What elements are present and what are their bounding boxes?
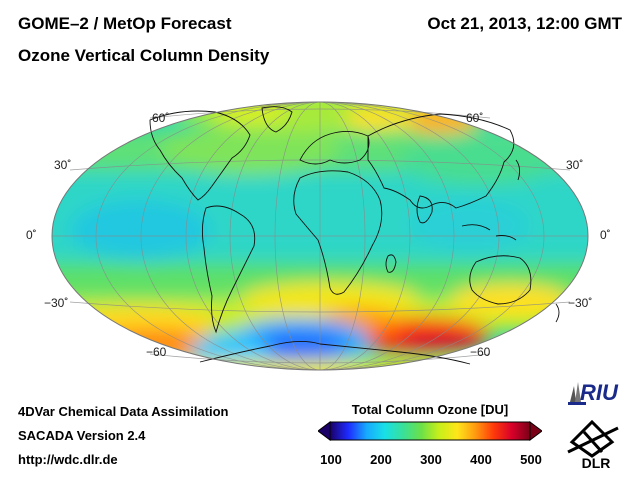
colorbar [318, 421, 542, 441]
colorbar-tick-100: 100 [320, 452, 342, 467]
forecast-date: Oct 21, 2013, 12:00 GMT [427, 14, 622, 33]
source-url[interactable]: http://wdc.dlr.de [18, 452, 118, 467]
map-subtitle: Ozone Vertical Column Density [18, 46, 270, 65]
lat-label-right-0: 0˚ [600, 228, 611, 242]
lat-label-left-minus60: −60 [146, 345, 167, 359]
lat-label-left-0: 0˚ [26, 228, 37, 242]
colorbar-tick-400: 400 [470, 452, 492, 467]
colorbar-tick-500: 500 [520, 452, 542, 467]
colorbar-gradient [329, 421, 531, 441]
riu-logo: RIU [568, 380, 619, 405]
lat-label-right-minus60: −60 [470, 345, 491, 359]
colorbar-tick-200: 200 [370, 452, 392, 467]
coastlines [149, 106, 560, 365]
lat-label-right-60: 60˚ [466, 111, 484, 125]
colorbar-high-arrow [529, 421, 542, 441]
colorbar-tick-300: 300 [420, 452, 442, 467]
lat-label-left-30: 30˚ [54, 158, 72, 172]
svg-text:RIU: RIU [580, 380, 619, 405]
svg-text:DLR: DLR [582, 455, 611, 471]
colorbar-title: Total Column Ozone [DU] [351, 402, 509, 417]
map-border [51, 101, 589, 371]
lat-label-right-minus30: −30˚ [568, 296, 593, 310]
dlr-logo: DLR [567, 419, 619, 471]
colorbar-low-arrow [318, 421, 331, 441]
lat-label-right-30: 30˚ [566, 158, 584, 172]
lat-label-left-minus30: −30˚ [44, 296, 69, 310]
version-label: SACADA Version 2.4 [18, 428, 146, 443]
map-title: GOME–2 / MetOp Forecast [18, 14, 232, 33]
assimilation-label: 4DVar Chemical Data Assimilation [18, 404, 229, 419]
lat-label-left-60: 60˚ [152, 111, 170, 125]
